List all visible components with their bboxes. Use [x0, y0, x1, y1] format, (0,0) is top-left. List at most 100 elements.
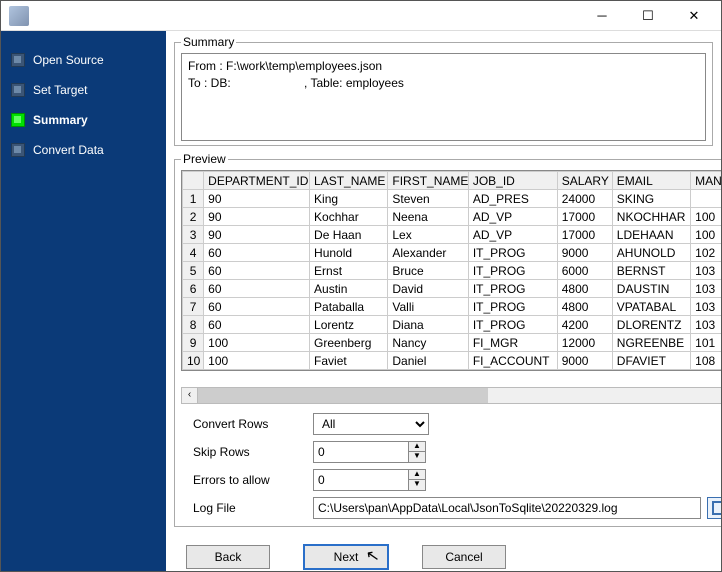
table-cell[interactable]: 100	[204, 352, 310, 370]
maximize-button[interactable]: ☐	[625, 1, 671, 31]
table-row[interactable]: 760PataballaValliIT_PROG4800VPATABAL103	[183, 298, 722, 316]
table-row[interactable]: 390De HaanLexAD_VP17000LDEHAAN100	[183, 226, 722, 244]
table-cell[interactable]: 17000	[557, 226, 612, 244]
table-cell[interactable]: 103	[691, 316, 721, 334]
table-cell[interactable]: De Haan	[310, 226, 388, 244]
table-cell[interactable]: IT_PROG	[468, 298, 557, 316]
table-cell[interactable]: 101	[691, 334, 721, 352]
table-cell[interactable]: 4800	[557, 280, 612, 298]
table-cell[interactable]: NGREENBE	[612, 334, 690, 352]
table-cell[interactable]: 103	[691, 298, 721, 316]
horizontal-scrollbar[interactable]: ‹ ›	[181, 387, 721, 404]
table-cell[interactable]: 4200	[557, 316, 612, 334]
table-cell[interactable]: 108	[691, 352, 721, 370]
sidebar-item-open-source[interactable]: Open Source	[1, 45, 166, 75]
table-cell[interactable]: DLORENTZ	[612, 316, 690, 334]
table-cell[interactable]: 60	[204, 280, 310, 298]
table-cell[interactable]: IT_PROG	[468, 262, 557, 280]
table-cell[interactable]: 60	[204, 298, 310, 316]
table-cell[interactable]: Faviet	[310, 352, 388, 370]
scroll-thumb[interactable]	[198, 388, 488, 403]
table-cell[interactable]: IT_PROG	[468, 280, 557, 298]
table-cell[interactable]: 100	[691, 226, 721, 244]
table-cell[interactable]: Pataballa	[310, 298, 388, 316]
table-cell[interactable]: Kochhar	[310, 208, 388, 226]
table-cell[interactable]: AD_PRES	[468, 190, 557, 208]
table-cell[interactable]: David	[388, 280, 468, 298]
table-cell[interactable]: AHUNOLD	[612, 244, 690, 262]
close-button[interactable]: ✕	[671, 1, 717, 31]
table-cell[interactable]	[691, 190, 721, 208]
table-cell[interactable]: VPATABAL	[612, 298, 690, 316]
spin-down-icon[interactable]: ▼	[409, 452, 425, 462]
scroll-track[interactable]	[198, 387, 721, 404]
back-button[interactable]: Back	[186, 545, 270, 569]
table-cell[interactable]: 24000	[557, 190, 612, 208]
column-header[interactable]: JOB_ID	[468, 172, 557, 190]
table-cell[interactable]: IT_PROG	[468, 316, 557, 334]
table-cell[interactable]: AD_VP	[468, 226, 557, 244]
table-cell[interactable]: 102	[691, 244, 721, 262]
table-cell[interactable]: 12000	[557, 334, 612, 352]
table-cell[interactable]: 90	[204, 190, 310, 208]
table-cell[interactable]: Hunold	[310, 244, 388, 262]
table-row[interactable]: 860LorentzDianaIT_PROG4200DLORENTZ103	[183, 316, 722, 334]
table-cell[interactable]: 9000	[557, 352, 612, 370]
table-row[interactable]: 660AustinDavidIT_PROG4800DAUSTIN103	[183, 280, 722, 298]
sidebar-item-summary[interactable]: Summary	[1, 105, 166, 135]
errors-allow-input[interactable]	[313, 469, 409, 491]
table-cell[interactable]: 103	[691, 262, 721, 280]
table-cell[interactable]: 103	[691, 280, 721, 298]
scroll-left-icon[interactable]: ‹	[181, 387, 198, 404]
table-cell[interactable]: Lorentz	[310, 316, 388, 334]
table-cell[interactable]: 17000	[557, 208, 612, 226]
cancel-button[interactable]: Cancel	[422, 545, 506, 569]
table-cell[interactable]: Alexander	[388, 244, 468, 262]
sidebar-item-convert-data[interactable]: Convert Data	[1, 135, 166, 165]
table-cell[interactable]: 90	[204, 226, 310, 244]
table-cell[interactable]: LDEHAAN	[612, 226, 690, 244]
table-row[interactable]: 290KochharNeenaAD_VP17000NKOCHHAR100	[183, 208, 722, 226]
table-cell[interactable]: BERNST	[612, 262, 690, 280]
table-cell[interactable]: Bruce	[388, 262, 468, 280]
table-cell[interactable]: Valli	[388, 298, 468, 316]
table-row[interactable]: 190KingStevenAD_PRES24000SKING	[183, 190, 722, 208]
table-row[interactable]: 560ErnstBruceIT_PROG6000BERNST103	[183, 262, 722, 280]
table-cell[interactable]: DAUSTIN	[612, 280, 690, 298]
table-cell[interactable]: Lex	[388, 226, 468, 244]
skip-rows-input[interactable]	[313, 441, 409, 463]
table-cell[interactable]: FI_ACCOUNT	[468, 352, 557, 370]
table-cell[interactable]: 60	[204, 316, 310, 334]
minimize-button[interactable]: ─	[579, 1, 625, 31]
column-header[interactable]: SALARY	[557, 172, 612, 190]
table-cell[interactable]: NKOCHHAR	[612, 208, 690, 226]
table-cell[interactable]: Nancy	[388, 334, 468, 352]
column-header[interactable]: LAST_NAME	[310, 172, 388, 190]
convert-rows-select[interactable]: All	[313, 413, 429, 435]
table-cell[interactable]: Austin	[310, 280, 388, 298]
table-cell[interactable]: 60	[204, 244, 310, 262]
table-row[interactable]: 9100GreenbergNancyFI_MGR12000NGREENBE101	[183, 334, 722, 352]
table-cell[interactable]: King	[310, 190, 388, 208]
column-header[interactable]: MANAG	[691, 172, 721, 190]
spin-down-icon[interactable]: ▼	[409, 480, 425, 490]
table-row[interactable]: 460HunoldAlexanderIT_PROG9000AHUNOLD102	[183, 244, 722, 262]
sidebar-item-set-target[interactable]: Set Target	[1, 75, 166, 105]
column-header[interactable]: EMAIL	[612, 172, 690, 190]
table-cell[interactable]: Diana	[388, 316, 468, 334]
table-cell[interactable]: Daniel	[388, 352, 468, 370]
table-cell[interactable]: DFAVIET	[612, 352, 690, 370]
table-cell[interactable]: SKING	[612, 190, 690, 208]
table-cell[interactable]: IT_PROG	[468, 244, 557, 262]
table-cell[interactable]: 6000	[557, 262, 612, 280]
table-cell[interactable]: 9000	[557, 244, 612, 262]
table-cell[interactable]: FI_MGR	[468, 334, 557, 352]
table-cell[interactable]: 100	[204, 334, 310, 352]
log-file-input[interactable]	[313, 497, 701, 519]
table-cell[interactable]: Steven	[388, 190, 468, 208]
column-header[interactable]: DEPARTMENT_ID	[204, 172, 310, 190]
table-cell[interactable]: Ernst	[310, 262, 388, 280]
next-button[interactable]: Next	[304, 545, 388, 569]
browse-log-button[interactable]	[707, 497, 721, 519]
table-row[interactable]: 10100FavietDanielFI_ACCOUNT9000DFAVIET10…	[183, 352, 722, 370]
